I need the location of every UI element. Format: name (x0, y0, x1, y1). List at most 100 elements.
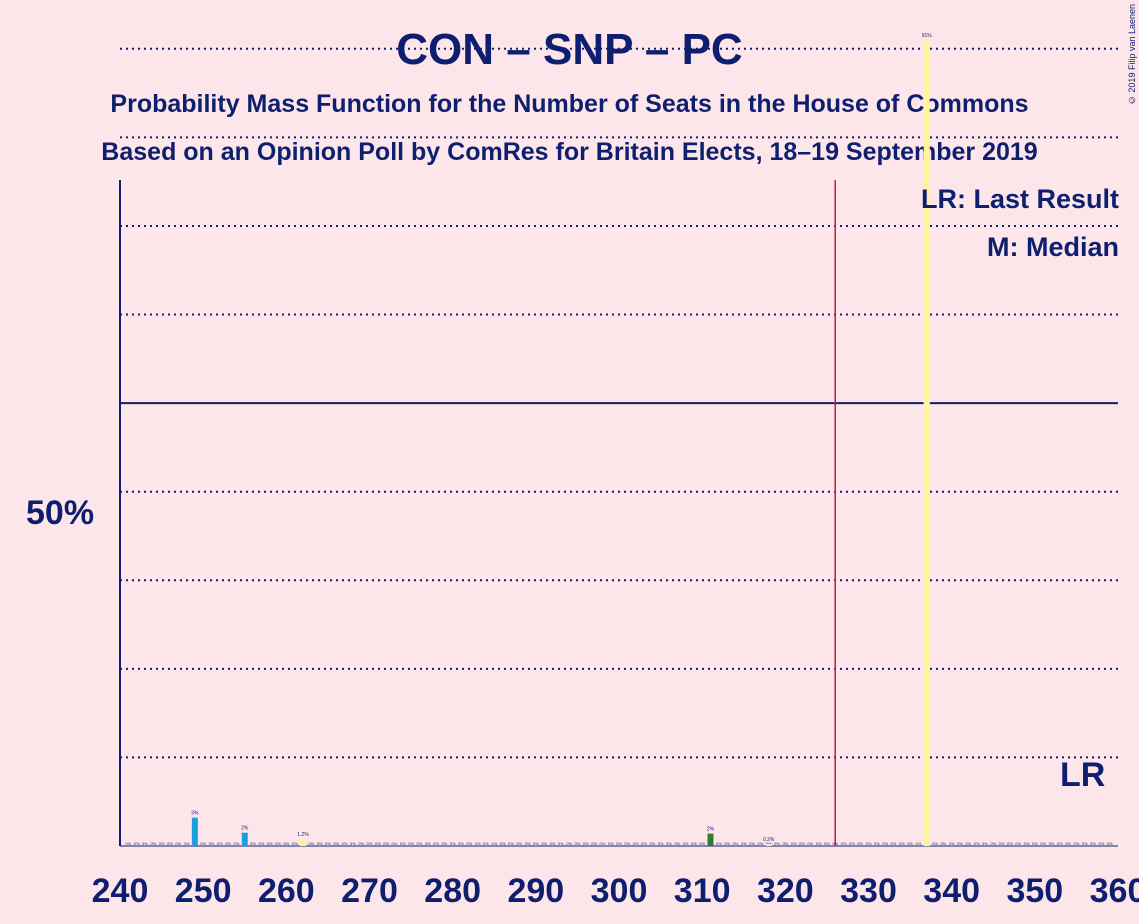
zero-label-322: 0% (799, 841, 805, 846)
zero-label-245: 0% (159, 841, 165, 846)
zero-label-306: 0% (666, 841, 672, 846)
zero-label-329: 0% (857, 841, 863, 846)
zero-label-347: 0% (1007, 841, 1013, 846)
zero-label-253: 0% (225, 841, 231, 846)
zero-label-259: 0% (275, 841, 281, 846)
zero-label-298: 0% (599, 841, 605, 846)
zero-label-326: 0% (832, 841, 838, 846)
zero-label-323: 0% (807, 841, 813, 846)
zero-label-335: 0% (907, 841, 913, 846)
legend-last-result: LR: Last Result (920, 184, 1119, 214)
zero-label-269: 0% (358, 841, 364, 846)
bar-label-262: 1.2% (297, 832, 309, 838)
zero-label-314: 0% (733, 841, 739, 846)
x-tick-label-340: 340 (923, 872, 980, 910)
zero-label-299: 0% (608, 841, 614, 846)
zero-label-296: 0% (583, 841, 589, 846)
zero-label-289: 0% (525, 841, 531, 846)
chart-subtitle-1: Probability Mass Function for the Number… (110, 90, 1029, 118)
zero-label-354: 0% (1065, 841, 1071, 846)
zero-label-258: 0% (267, 841, 273, 846)
zero-label-343: 0% (974, 841, 980, 846)
zero-label-270: 0% (367, 841, 373, 846)
zero-label-241: 0% (125, 841, 131, 846)
zero-label-313: 0% (724, 841, 730, 846)
zero-label-281: 0% (458, 841, 464, 846)
bar-label-337: 91% (922, 33, 933, 39)
x-tick-label-260: 260 (258, 872, 315, 910)
zero-label-275: 0% (408, 841, 414, 846)
zero-label-332: 0% (882, 841, 888, 846)
zero-label-308: 0% (683, 841, 689, 846)
zero-label-319: 0% (774, 841, 780, 846)
zero-label-330: 0% (866, 841, 872, 846)
bar-label-255: 2% (241, 826, 249, 832)
zero-label-320: 0% (782, 841, 788, 846)
last-result-marker: LR (1060, 756, 1106, 794)
zero-label-244: 0% (150, 841, 156, 846)
zero-label-287: 0% (508, 841, 514, 846)
zero-label-257: 0% (258, 841, 264, 846)
x-tick-label-350: 350 (1006, 872, 1063, 910)
zero-label-351: 0% (1040, 841, 1046, 846)
x-tick-label-300: 300 (591, 872, 648, 910)
x-tick-label-270: 270 (341, 872, 398, 910)
zero-label-247: 0% (175, 841, 181, 846)
zero-label-284: 0% (483, 841, 489, 846)
zero-label-280: 0% (450, 841, 456, 846)
zero-label-309: 0% (691, 841, 697, 846)
zero-label-282: 0% (466, 841, 472, 846)
zero-label-358: 0% (1098, 841, 1104, 846)
zero-label-264: 0% (317, 841, 323, 846)
zero-label-243: 0% (142, 841, 148, 846)
bar-label-318: 0.2% (763, 837, 775, 843)
zero-label-242: 0% (134, 841, 140, 846)
zero-label-276: 0% (417, 841, 423, 846)
zero-label-254: 0% (234, 841, 240, 846)
zero-label-303: 0% (641, 841, 647, 846)
zero-label-272: 0% (383, 841, 389, 846)
zero-label-315: 0% (741, 841, 747, 846)
zero-label-260: 0% (283, 841, 289, 846)
zero-label-342: 0% (965, 841, 971, 846)
legend-median: M: Median (987, 232, 1119, 262)
zero-label-304: 0% (649, 841, 655, 846)
zero-label-290: 0% (533, 841, 539, 846)
zero-label-286: 0% (500, 841, 506, 846)
zero-label-340: 0% (949, 841, 955, 846)
zero-label-336: 0% (916, 841, 922, 846)
zero-label-261: 0% (292, 841, 298, 846)
y-tick-50-label: 50% (26, 494, 95, 532)
zero-label-295: 0% (575, 841, 581, 846)
zero-label-277: 0% (425, 841, 431, 846)
zero-label-252: 0% (217, 841, 223, 846)
zero-label-338: 0% (932, 841, 938, 846)
zero-label-318: 0% (766, 841, 772, 846)
zero-label-285: 0% (491, 841, 497, 846)
zero-label-283: 0% (475, 841, 481, 846)
bar-255 (241, 832, 248, 846)
zero-label-266: 0% (333, 841, 339, 846)
zero-label-345: 0% (990, 841, 996, 846)
bar-318 (765, 844, 772, 846)
x-tick-label-320: 320 (757, 872, 814, 910)
x-tick-label-240: 240 (92, 872, 149, 910)
zero-label-292: 0% (550, 841, 556, 846)
zero-label-246: 0% (167, 841, 173, 846)
zero-label-334: 0% (899, 841, 905, 846)
zero-label-353: 0% (1057, 841, 1063, 846)
zero-label-339: 0% (940, 841, 946, 846)
zero-label-300: 0% (616, 841, 622, 846)
zero-label-331: 0% (874, 841, 880, 846)
bar-311 (707, 833, 714, 846)
zero-label-328: 0% (849, 841, 855, 846)
zero-label-317: 0% (757, 841, 763, 846)
x-tick-label-250: 250 (175, 872, 232, 910)
x-tick-label-280: 280 (424, 872, 481, 910)
zero-label-294: 0% (566, 841, 572, 846)
zero-label-310: 0% (699, 841, 705, 846)
x-tick-label-290: 290 (507, 872, 564, 910)
x-tick-label-360: 360 (1090, 872, 1139, 910)
bar-249 (191, 817, 198, 846)
